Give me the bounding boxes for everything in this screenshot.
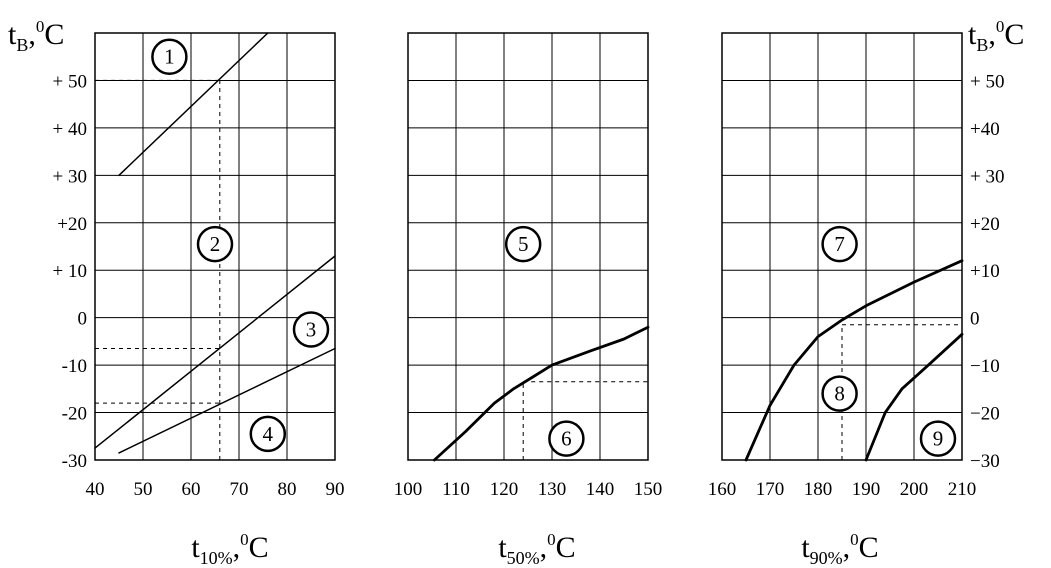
marker-circle-2 [196, 225, 234, 263]
x-tick-label: 150 [634, 479, 663, 500]
y-axis-title-unit: C [1004, 18, 1024, 51]
y-axis-title-unit: C [44, 18, 64, 51]
y-tick-label: +20 [970, 214, 1000, 235]
x-tick-label: 100 [394, 479, 423, 500]
marker-label-6: 6 [561, 427, 572, 451]
marker-label-3: 3 [306, 318, 317, 342]
series-line-1 [744, 259, 964, 462]
y-axis-title: tB,0C [8, 17, 64, 55]
x-tick-label: 210 [948, 479, 977, 500]
x-axis-title-sep: , [540, 531, 548, 564]
x-axis-title-sup: 0 [240, 530, 249, 549]
x-tick-label: 190 [852, 479, 881, 500]
y-tick-label: -30 [62, 451, 87, 472]
x-axis-title-sub: 50% [507, 548, 540, 568]
x-axis-title-sub: 10% [200, 548, 233, 568]
marker-circle-7 [821, 225, 858, 263]
panel-middle: 5 6 100 110 120 130 140 150 t50%,0C [394, 32, 663, 568]
x-axis-title-sep: , [233, 531, 241, 564]
x-axis-title-main: t [801, 531, 810, 564]
y-axis-title: tB,0C [968, 17, 1024, 55]
marker-circle-6 [548, 420, 585, 457]
marker-circle-1 [151, 38, 188, 75]
x-axis-title-unit: C [556, 531, 576, 564]
marker-label-1: 1 [164, 45, 175, 69]
plot-frame [94, 32, 336, 461]
x-tick-label: 180 [804, 479, 833, 500]
y-tick-label: +20 [57, 214, 87, 235]
marker-label-2: 2 [210, 232, 221, 256]
y-axis-title-sub: B [976, 35, 988, 55]
marker-circle-8 [821, 375, 858, 412]
x-tick-label: 90 [326, 479, 345, 500]
x-tick-label: 130 [538, 479, 567, 500]
y-axis-title-sep: , [988, 18, 996, 51]
x-tick-label: 70 [230, 479, 249, 500]
y-tick-label: -20 [62, 404, 87, 425]
y-axis-title-sup: 0 [36, 17, 45, 36]
x-axis-title: t10%,0C [191, 530, 268, 568]
x-tick-label: 170 [756, 479, 785, 500]
marker-label-8: 8 [834, 382, 845, 406]
y-tick-label: +10 [970, 261, 1000, 282]
marker-label-9: 9 [933, 427, 944, 451]
y-axis-title-main: t [8, 18, 17, 51]
x-tick-label: 40 [86, 479, 105, 500]
x-tick-label: 120 [490, 479, 519, 500]
marker-circle-4 [249, 415, 287, 453]
series-line-1 [432, 325, 650, 462]
y-axis-title-sub: B [16, 35, 28, 55]
y-axis-title-sup: 0 [996, 17, 1005, 36]
x-tick-label: 50 [134, 479, 153, 500]
marker-circle-3 [292, 311, 330, 348]
y-tick-label: + 50 [970, 71, 1004, 92]
x-axis-title-unit: C [249, 531, 269, 564]
y-axis-title-sep: , [28, 18, 36, 51]
x-tick-label: 200 [900, 479, 929, 500]
x-axis-title-sub: 90% [810, 548, 843, 568]
x-axis-title-main: t [191, 531, 200, 564]
series-line-1 [118, 32, 269, 177]
marker-circle-5 [504, 225, 542, 263]
series-line-3 [118, 347, 336, 454]
x-tick-label: 110 [442, 479, 470, 500]
y-tick-label: +40 [970, 119, 1000, 140]
plot-frame [407, 32, 649, 461]
marker-label-4: 4 [263, 422, 274, 446]
x-axis-title-main: t [498, 531, 507, 564]
x-axis-title: t50%,0C [498, 530, 575, 568]
x-tick-label: 160 [708, 479, 737, 500]
series-line-2 [864, 332, 964, 462]
y-tick-label: + 40 [53, 119, 87, 140]
y-tick-label: −10 [970, 356, 1000, 377]
y-tick-label: -10 [62, 356, 87, 377]
x-axis-title-sup: 0 [850, 530, 859, 549]
panel-left: 1 2 3 4 40 50 60 70 80 90 + 50 + 40 + 30 +20 + 10 0 -10 -… [8, 17, 345, 568]
x-tick-label: 140 [586, 479, 615, 500]
y-tick-label: −30 [970, 451, 1000, 472]
x-axis-title: t90%,0C [801, 530, 878, 568]
x-tick-label: 60 [182, 479, 201, 500]
y-tick-label: + 30 [53, 166, 87, 187]
x-axis-title-sup: 0 [547, 530, 556, 549]
y-tick-label: + 50 [53, 71, 87, 92]
x-axis-title-sep: , [843, 531, 851, 564]
x-tick-label: 80 [278, 479, 297, 500]
series-line-2 [94, 255, 336, 449]
y-axis-title-main: t [968, 18, 977, 51]
y-tick-label: 0 [78, 309, 88, 330]
y-tick-label: + 10 [53, 261, 87, 282]
marker-circle-9 [919, 420, 957, 457]
y-tick-label: 0 [970, 309, 980, 330]
x-axis-title-unit: C [859, 531, 879, 564]
panel-right: 7 8 9 160 170 180 190 200 210 + 50 +40 + 30 +20 +10 0 −… [708, 17, 1025, 568]
y-tick-label: + 30 [970, 166, 1004, 187]
y-tick-label: −20 [970, 404, 1000, 425]
marker-label-5: 5 [518, 232, 529, 256]
marker-label-7: 7 [834, 232, 845, 256]
